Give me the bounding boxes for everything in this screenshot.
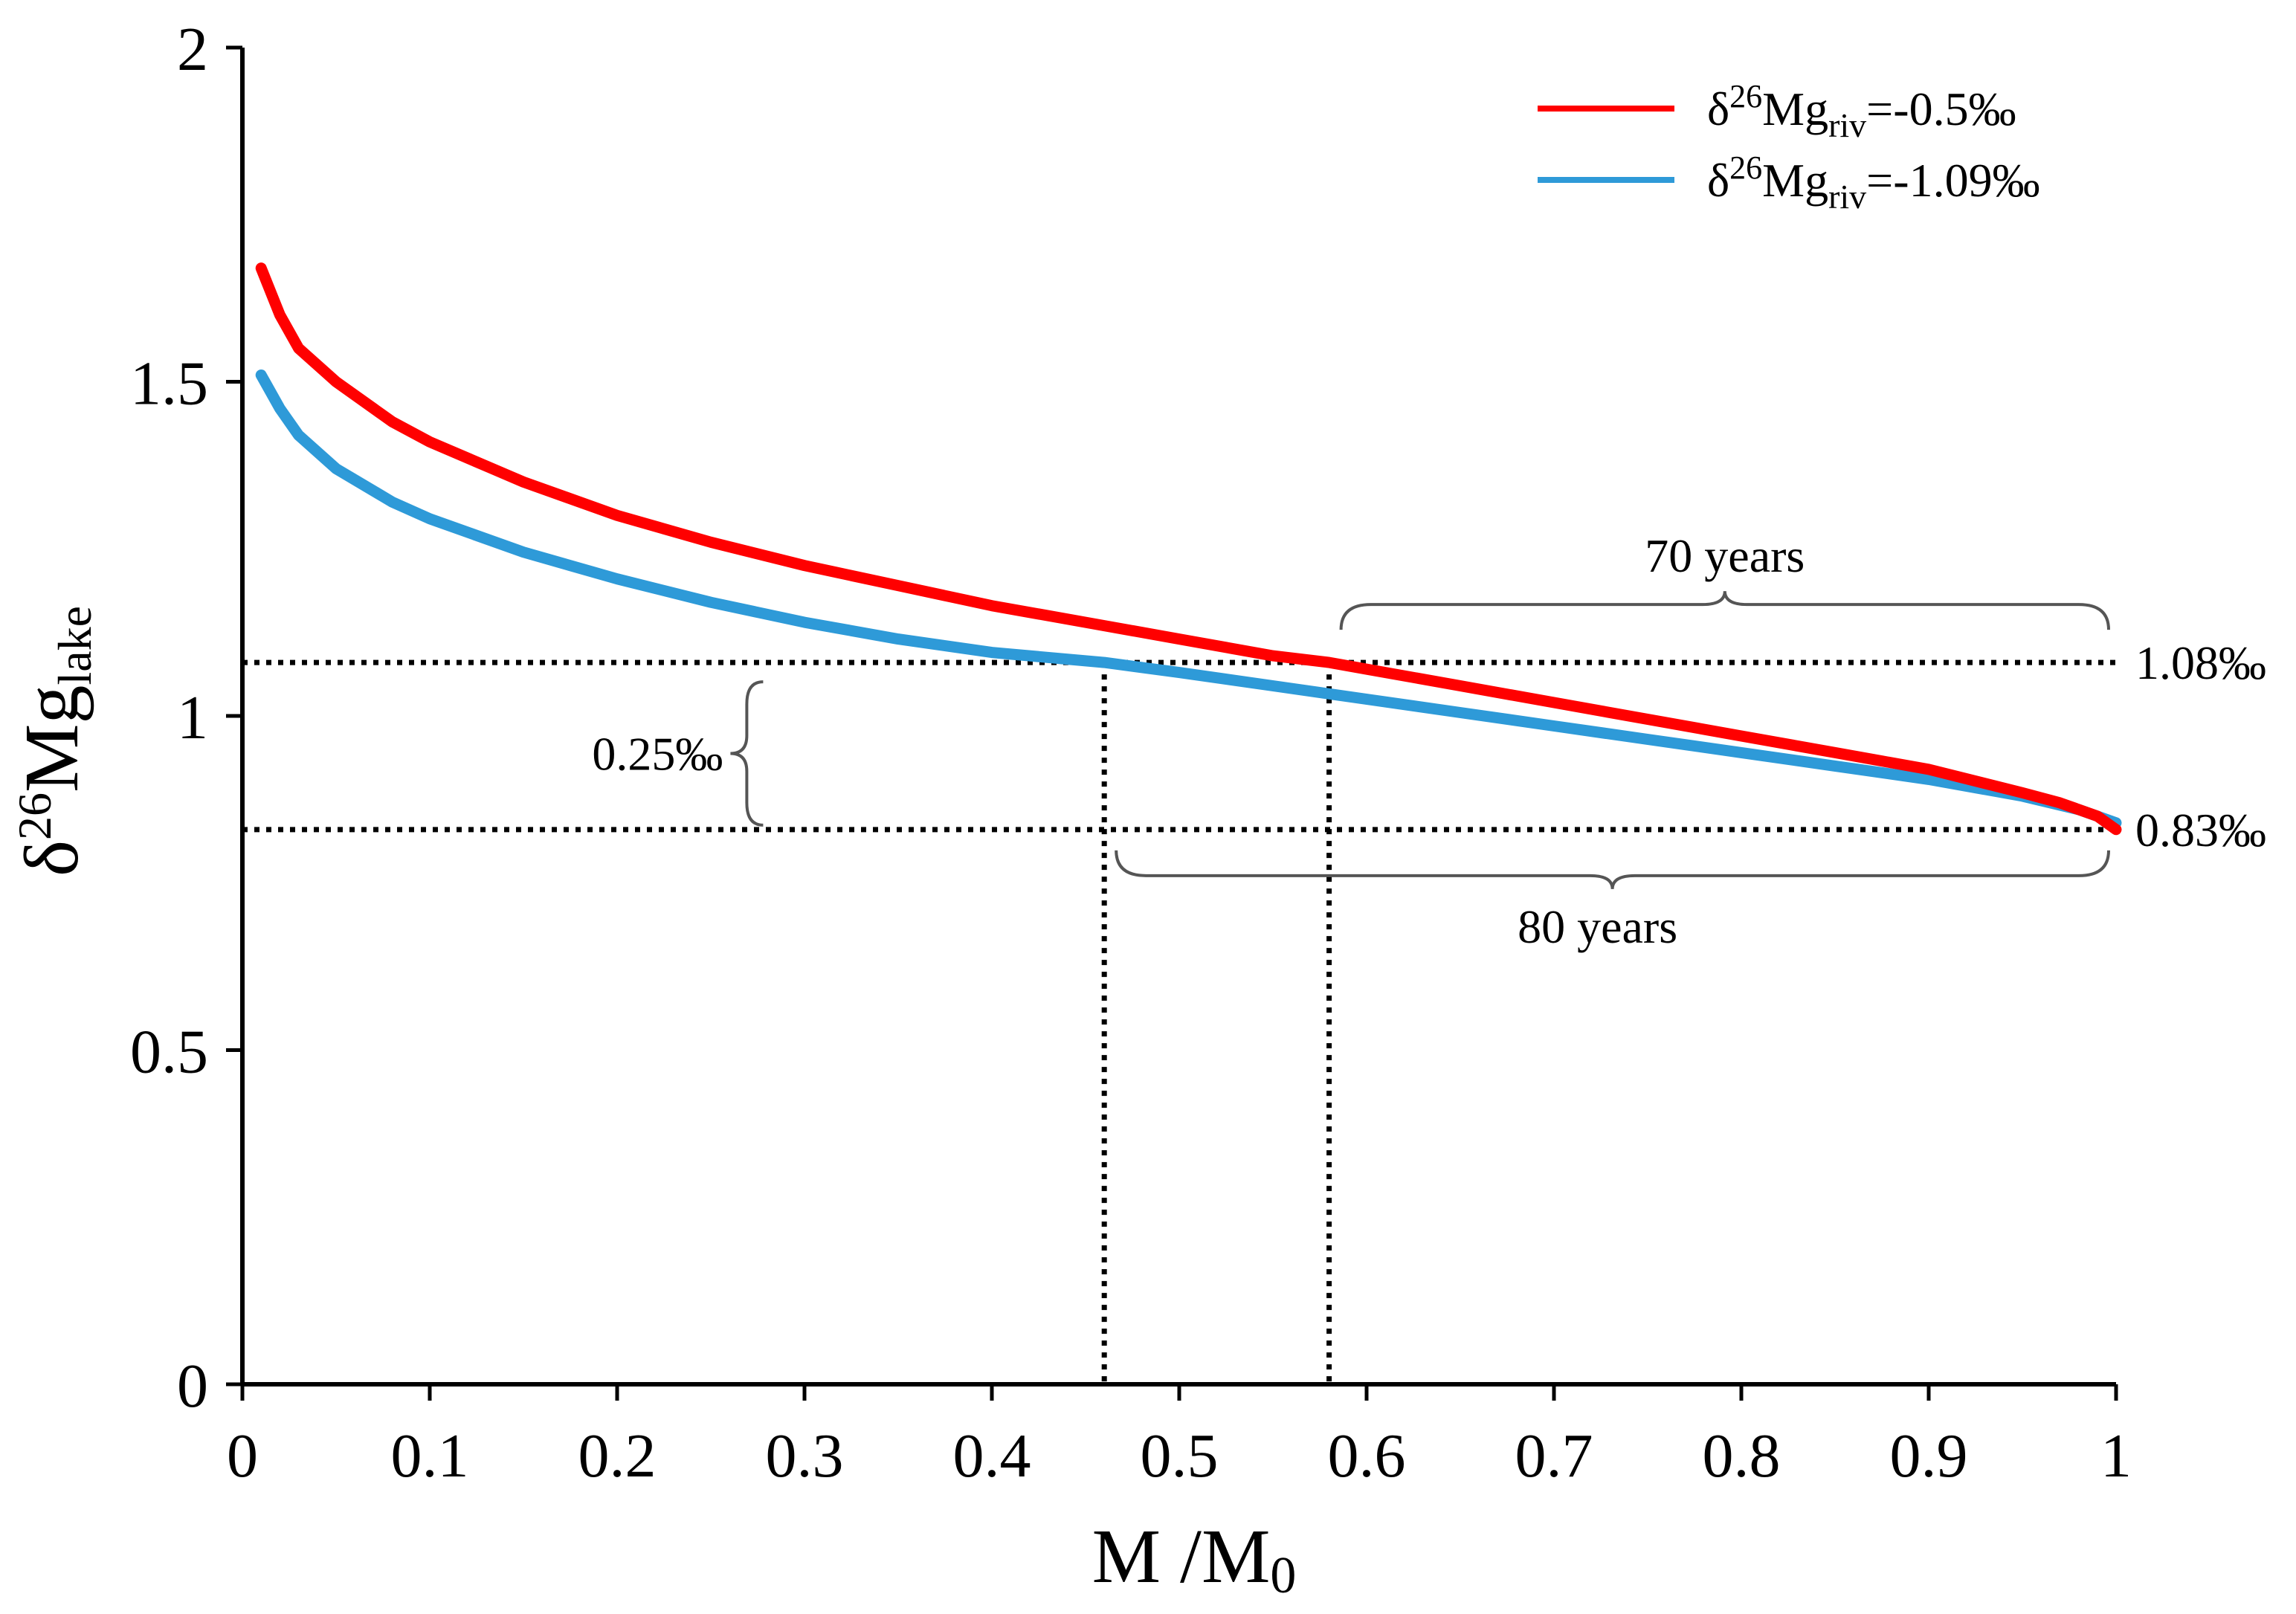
x-tick-label: 0.7 xyxy=(1515,1421,1593,1491)
x-axis-title-main: M /M xyxy=(1092,1514,1271,1599)
y-ticks: 0 0.5 1 1.5 2 xyxy=(130,15,242,1421)
y-axis-title-sub: lake xyxy=(48,606,101,685)
x-axis-title: M /M0 xyxy=(1092,1514,1297,1604)
brace-above xyxy=(1339,590,2110,630)
y-tick-label: 0 xyxy=(177,1352,208,1421)
legend-label-2: δ26Mgriv=-1.09‰ xyxy=(1707,149,2040,216)
x-tick-label: 0.6 xyxy=(1328,1421,1406,1491)
x-axis-title-sub: 0 xyxy=(1270,1547,1296,1604)
x-tick-label: 0.4 xyxy=(953,1421,1031,1491)
x-tick-label: 0.3 xyxy=(766,1421,844,1491)
series-line-1 xyxy=(255,262,2122,836)
brace-below xyxy=(1115,850,2110,890)
y-tick-label: 2 xyxy=(177,15,208,84)
x-tick-label: 0 xyxy=(227,1421,258,1491)
duration-label-80: 80 years xyxy=(1518,900,1677,953)
plot-area xyxy=(242,262,2122,1384)
x-ticks: 0 0.1 0.2 0.3 0.4 0.5 0.6 0.7 0.8 0.9 1 xyxy=(227,1384,2132,1491)
right-value-label: 0.83‰ xyxy=(2135,804,2266,856)
legend: δ26Mgriv=-0.5‰δ26Mgriv=-1.09‰ xyxy=(1538,78,2040,216)
y-axis-title: δ26Mglake xyxy=(8,606,101,877)
difference-label: 0.25‰ xyxy=(592,727,723,780)
x-tick-label: 0.8 xyxy=(1703,1421,1781,1491)
y-axis-title-pre: δ xyxy=(9,840,94,877)
x-tick-label: 1 xyxy=(2100,1421,2132,1491)
annotations: 1.08‰ 0.83‰ 70 years 80 years 0.25‰ xyxy=(592,529,2266,953)
legend-label-1: δ26Mgriv=-0.5‰ xyxy=(1707,78,2016,144)
y-tick-label: 1.5 xyxy=(130,349,208,419)
x-tick-label: 0.9 xyxy=(1890,1421,1968,1491)
duration-label-70: 70 years xyxy=(1645,529,1805,582)
x-tick-label: 0.1 xyxy=(391,1421,469,1491)
series-line-2 xyxy=(255,369,2122,829)
y-axis-title-main: Mg xyxy=(9,685,94,793)
y-tick-label: 1 xyxy=(177,683,208,752)
y-axis-title-sup: 26 xyxy=(8,793,61,840)
x-tick-label: 0.2 xyxy=(578,1421,657,1491)
x-tick-label: 0.5 xyxy=(1141,1421,1219,1491)
axes xyxy=(240,48,2116,1387)
right-value-label: 1.08‰ xyxy=(2135,636,2266,689)
y-tick-label: 0.5 xyxy=(130,1018,208,1087)
brace-left xyxy=(730,680,764,827)
